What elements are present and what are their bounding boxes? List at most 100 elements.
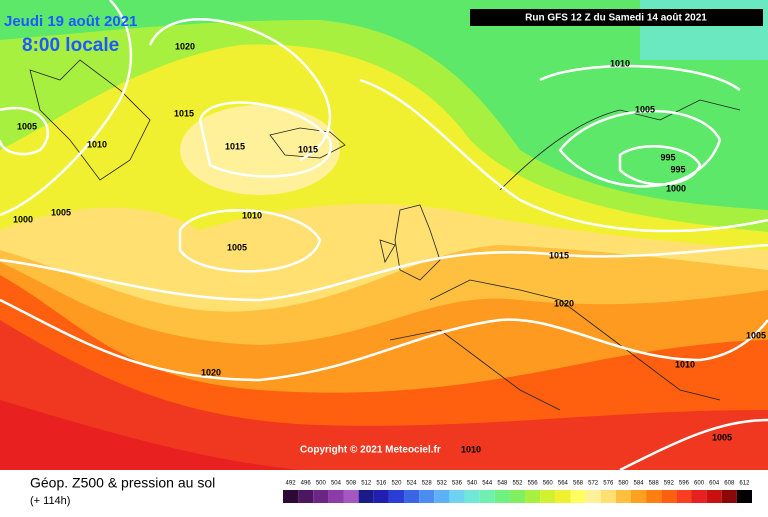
run-box — [470, 9, 763, 26]
isobar-label: 1005 — [17, 121, 37, 131]
coastline — [379, 204, 441, 281]
colorbar-label: 572 — [588, 481, 599, 487]
isobar-label: 1005 — [746, 330, 766, 340]
colorbar-label: 500 — [316, 481, 327, 487]
isobar — [539, 64, 741, 188]
colorbar-label: 516 — [376, 481, 387, 487]
colorbar-label: 524 — [407, 481, 418, 487]
colorbar-label: 544 — [482, 481, 493, 487]
colorbar-label: 588 — [649, 481, 660, 487]
colorbar-label: 540 — [467, 481, 478, 487]
colorbar-swatch — [494, 490, 510, 503]
colorbar-label: 556 — [528, 481, 539, 487]
colorbar-swatch — [434, 490, 450, 503]
isobar-label: 1010 — [675, 359, 695, 369]
colorbar-label: 564 — [558, 481, 569, 487]
isobar-label: 1015 — [298, 144, 318, 154]
isobar — [0, 0, 133, 217]
colorbar-swatch — [691, 490, 707, 503]
colorbar-swatch — [630, 490, 647, 503]
colorbar-label: 496 — [301, 481, 312, 487]
isobar-label: 995 — [670, 164, 685, 174]
colorbar-swatch — [328, 490, 344, 503]
isobar — [178, 209, 322, 273]
colorbar-swatch — [419, 490, 435, 503]
colorbar-swatch — [358, 490, 374, 503]
isobar-label: 1010 — [610, 58, 630, 68]
isobar — [619, 418, 768, 472]
colorbar-label: 568 — [573, 481, 584, 487]
footer-lead: (+ 114h) — [30, 495, 70, 507]
colorbar-label: 600 — [694, 481, 705, 487]
colorbar-label: 596 — [679, 481, 690, 487]
colorbar-label: 584 — [634, 481, 645, 487]
colorbar-swatch — [540, 490, 556, 503]
colorbar-label: 520 — [391, 481, 402, 487]
colorbar-swatch — [646, 490, 662, 503]
colorbar-swatch — [404, 490, 420, 503]
colorbar-swatch — [464, 490, 480, 503]
isobar-label: 1000 — [13, 214, 33, 224]
coastline — [389, 99, 741, 411]
colorbar-swatch — [721, 490, 737, 503]
isobar-label: 1015 — [174, 108, 194, 118]
colorbar-swatch — [343, 490, 359, 503]
colorbar-label: 532 — [437, 481, 448, 487]
colorbar-label: 604 — [709, 481, 720, 487]
deep-red-area — [0, 400, 300, 470]
colorbar-swatch — [525, 490, 541, 503]
colorbar-label: 504 — [331, 481, 342, 487]
isobar-label: 1010 — [461, 444, 481, 454]
isobar-label: 1015 — [549, 250, 569, 260]
colorbar-label: 576 — [603, 481, 614, 487]
colorbar-swatch — [706, 490, 722, 503]
colorbar-swatch — [585, 490, 601, 503]
isobar-label: 1010 — [87, 139, 107, 149]
coastline — [269, 127, 346, 159]
isobar-label: 1005 — [635, 104, 655, 114]
isobar-label: 1005 — [712, 432, 732, 442]
isobar — [359, 78, 768, 233]
colorbar-swatch — [373, 490, 389, 503]
colorbar-swatch — [283, 490, 299, 503]
isobar — [148, 18, 332, 162]
run-info: Run GFS 12 Z du Samedi 14 août 2021 — [525, 13, 707, 24]
colorbar-label: 528 — [422, 481, 433, 487]
copyright: Copyright © 2021 Meteociel.fr — [300, 445, 441, 456]
isobar — [0, 243, 768, 302]
red-band — [0, 320, 768, 470]
isobar — [198, 101, 332, 178]
colorbar-swatch — [661, 490, 677, 503]
colorbar-swatch — [313, 490, 329, 503]
map-date: Jeudi 19 août 2021 — [4, 13, 137, 30]
isobar — [0, 298, 768, 382]
footer-title: Géop. Z500 & pression au sol — [30, 475, 215, 491]
colorbar-label: 560 — [543, 481, 554, 487]
isobar-label: 1020 — [201, 367, 221, 377]
isobar-label: 1015 — [225, 141, 245, 151]
isobar-label: 1020 — [554, 298, 574, 308]
colorbar-label: 612 — [739, 481, 750, 487]
coastline — [29, 59, 151, 181]
map-time: 8:00 locale — [22, 35, 119, 56]
colorbar-label: 592 — [664, 481, 675, 487]
colorbar-swatch — [736, 490, 752, 503]
colorbar-swatch — [479, 490, 495, 503]
isobar-label: 995 — [660, 152, 675, 162]
colorbar-swatch — [449, 490, 465, 503]
colorbar-label: 536 — [452, 481, 463, 487]
colorbar-label: 552 — [512, 481, 523, 487]
isobar-label: 1005 — [51, 207, 71, 217]
colorbar-swatch — [570, 490, 586, 503]
colorbar-swatch — [600, 490, 616, 503]
colorbar-label: 508 — [346, 481, 357, 487]
colorbar-label: 512 — [361, 481, 372, 487]
colorbar-swatch — [615, 490, 631, 503]
colorbar-swatch — [509, 490, 526, 503]
isobar-label: 1010 — [242, 210, 262, 220]
colorbar-swatch — [298, 490, 314, 503]
colorbar-swatch — [388, 490, 405, 503]
isobar-label: 1020 — [175, 41, 195, 51]
colorbar-label: 492 — [286, 481, 297, 487]
